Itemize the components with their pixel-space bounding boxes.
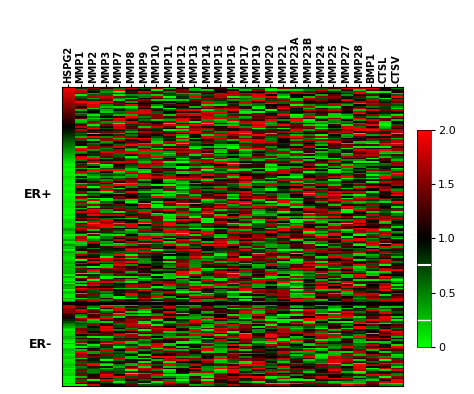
Text: ER+: ER+ bbox=[23, 188, 52, 201]
Text: ER-: ER- bbox=[29, 338, 52, 351]
